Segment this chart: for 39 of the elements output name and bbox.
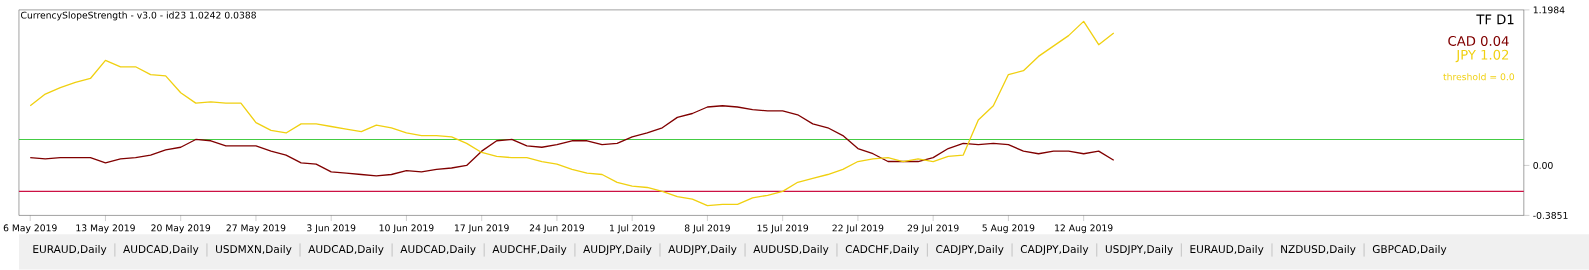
x-tick-label: 24 Jun 2019 bbox=[529, 224, 584, 234]
x-tick-label: 20 May 2019 bbox=[151, 224, 211, 234]
x-tick-label: 29 Jul 2019 bbox=[907, 224, 959, 234]
text: USDMXN,Daily bbox=[216, 245, 292, 256]
x-tick-label: 8 Jul 2019 bbox=[684, 224, 730, 234]
text: EURAUD,Daily bbox=[33, 245, 107, 256]
x-tick-label: 13 May 2019 bbox=[76, 224, 135, 234]
text: GBPCAD,Daily bbox=[1372, 245, 1447, 256]
x-tick-label: 3 Jun 2019 bbox=[307, 224, 356, 234]
annotation: threshold = 0.0 bbox=[1443, 73, 1515, 81]
x-tick-label: 1 Jul 2019 bbox=[610, 224, 655, 234]
text: JPY 1.02 bbox=[1455, 49, 1509, 63]
text: CADJPY,Daily bbox=[936, 245, 1004, 256]
text: CAD 0.04 bbox=[1448, 36, 1509, 47]
x-tick-label: 10 Jun 2019 bbox=[379, 224, 434, 234]
x-tick-label: 27 May 2019 bbox=[226, 224, 286, 234]
y-tick-label: -0.3851 bbox=[1533, 212, 1568, 220]
x-tick-label: 22 Jul 2019 bbox=[832, 224, 884, 234]
x-tick-label: 5 Aug 2019 bbox=[982, 224, 1035, 234]
chart-title: CurrencySlopeStrength - v3.0 - id23 1.0242 0.0388 bbox=[21, 11, 256, 21]
text: AUDCHF,Daily bbox=[492, 245, 567, 256]
text: CADCHF,Daily bbox=[845, 245, 919, 256]
text: EURAUD,Daily bbox=[1190, 245, 1264, 256]
y-tick-label: 1.1984 bbox=[1533, 6, 1565, 14]
text: AUDJPY,Daily bbox=[583, 245, 652, 256]
y-tick-label: 0.00 bbox=[1533, 162, 1553, 170]
x-tick-label: 15 Jul 2019 bbox=[757, 224, 809, 234]
text: AUDJPY,Daily bbox=[668, 245, 737, 256]
text: AUDUSD,Daily bbox=[753, 245, 829, 256]
text: AUDCAD,Daily bbox=[123, 245, 199, 256]
annotation: TF D1 bbox=[1476, 14, 1514, 25]
x-tick-label: 6 May 2019 bbox=[3, 224, 57, 234]
x-tick-label: 12 Aug 2019 bbox=[1055, 224, 1113, 234]
text: CADJPY,Daily bbox=[1020, 245, 1089, 256]
text: USDJPY,Daily bbox=[1105, 245, 1173, 256]
x-tick-label: 17 Jun 2019 bbox=[454, 224, 509, 234]
text: NZDUSD,Daily bbox=[1281, 245, 1356, 256]
text: AUDCAD,Daily bbox=[400, 245, 476, 256]
text: AUDCAD,Daily bbox=[308, 245, 384, 256]
